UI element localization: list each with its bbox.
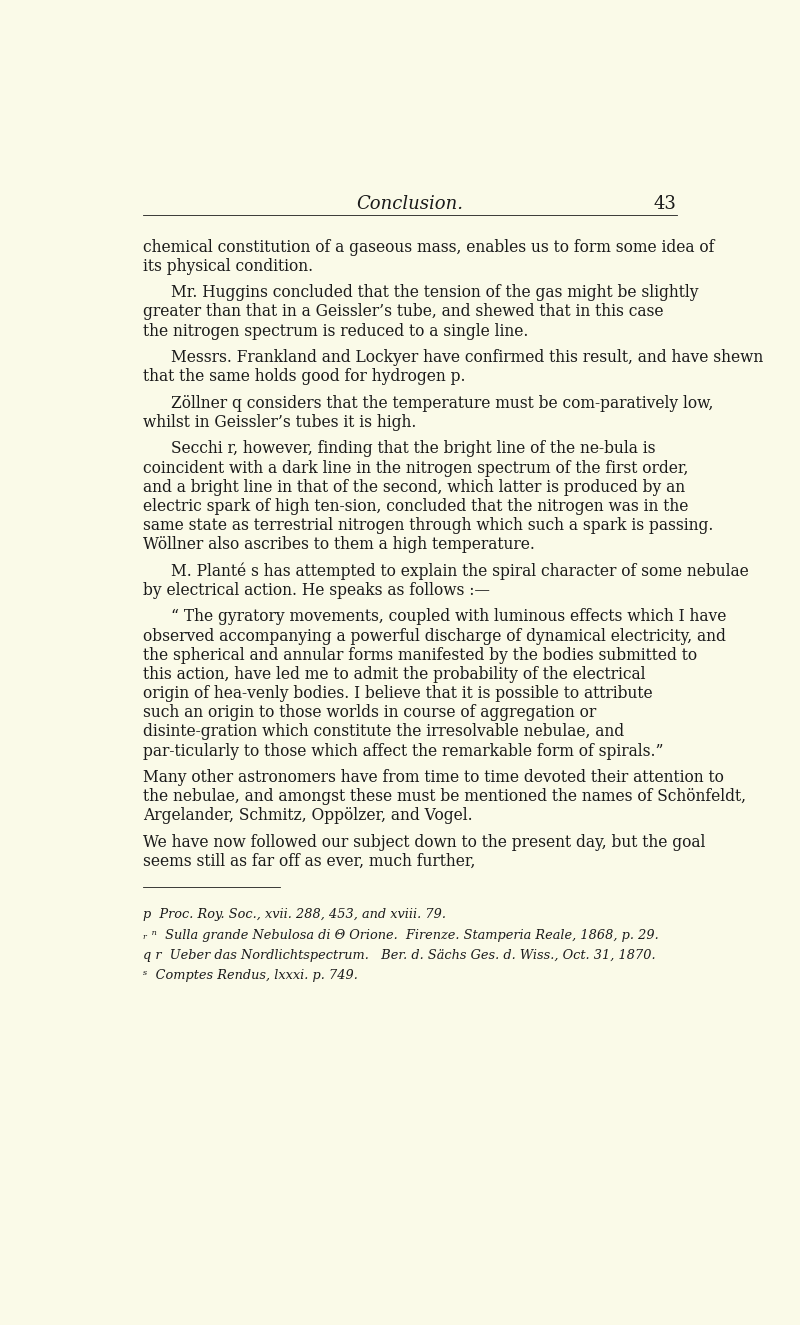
Text: Mr. Huggins concluded that the tension of the gas might be slightly: Mr. Huggins concluded that the tension o… <box>171 285 699 301</box>
Text: and a bright line in that of the second, which latter is produced by an: and a bright line in that of the second,… <box>143 478 686 496</box>
Text: same state as terrestrial nitrogen through which such a spark is passing.: same state as terrestrial nitrogen throu… <box>143 517 714 534</box>
Text: 43: 43 <box>654 195 677 213</box>
Text: Secchi r, however, finding that the bright line of the ne-bula is: Secchi r, however, finding that the brig… <box>171 440 656 457</box>
Text: ᵣ ⁿ  Sulla grande Nebulosa di Θ Orione.  Firenze. Stamperia Reale, 1868, p. 29.: ᵣ ⁿ Sulla grande Nebulosa di Θ Orione. F… <box>143 929 659 942</box>
Text: seems still as far off as ever, much further,: seems still as far off as ever, much fur… <box>143 853 476 871</box>
Text: Messrs. Frankland and Lockyer have confirmed this result, and have shewn: Messrs. Frankland and Lockyer have confi… <box>171 348 763 366</box>
Text: Wöllner also ascribes to them a high temperature.: Wöllner also ascribes to them a high tem… <box>143 537 535 554</box>
Text: the spherical and annular forms manifested by the bodies submitted to: the spherical and annular forms manifest… <box>143 647 698 664</box>
Text: that the same holds good for hydrogen p.: that the same holds good for hydrogen p. <box>143 368 466 386</box>
Text: chemical constitution of a gaseous mass, enables us to form some idea of: chemical constitution of a gaseous mass,… <box>143 238 714 256</box>
Text: “ The gyratory movements, coupled with luminous effects which I have: “ The gyratory movements, coupled with l… <box>171 608 726 625</box>
Text: whilst in Geissler’s tubes it is high.: whilst in Geissler’s tubes it is high. <box>143 413 417 431</box>
Text: ˢ  Comptes Rendus, lxxxi. p. 749.: ˢ Comptes Rendus, lxxxi. p. 749. <box>143 969 358 982</box>
Text: Conclusion.: Conclusion. <box>357 195 463 213</box>
Text: coincident with a dark line in the nitrogen spectrum of the first order,: coincident with a dark line in the nitro… <box>143 460 689 477</box>
Text: such an origin to those worlds in course of aggregation or: such an origin to those worlds in course… <box>143 705 597 721</box>
Text: M. Planté s has attempted to explain the spiral character of some nebulae: M. Planté s has attempted to explain the… <box>171 563 749 580</box>
Text: disinte-gration which constitute the irresolvable nebulae, and: disinte-gration which constitute the irr… <box>143 723 625 741</box>
Text: observed accompanying a powerful discharge of dynamical electricity, and: observed accompanying a powerful dischar… <box>143 628 726 644</box>
Text: electric spark of high ten-sion, concluded that the nitrogen was in the: electric spark of high ten-sion, conclud… <box>143 498 689 515</box>
Text: Many other astronomers have from time to time devoted their attention to: Many other astronomers have from time to… <box>143 768 724 786</box>
Text: p  Proc. Roy. Soc., xvii. 288, 453, and xviii. 79.: p Proc. Roy. Soc., xvii. 288, 453, and x… <box>143 909 446 921</box>
Text: par-ticularly to those which affect the remarkable form of spirals.”: par-ticularly to those which affect the … <box>143 742 664 759</box>
Text: the nebulae, and amongst these must be mentioned the names of Schönfeldt,: the nebulae, and amongst these must be m… <box>143 788 746 806</box>
Text: origin of hea-venly bodies. I believe that it is possible to attribute: origin of hea-venly bodies. I believe th… <box>143 685 653 702</box>
Text: this action, have led me to admit the probability of the electrical: this action, have led me to admit the pr… <box>143 666 646 682</box>
Text: Zöllner q considers that the temperature must be com-paratively low,: Zöllner q considers that the temperature… <box>171 395 714 412</box>
Text: q r  Ueber das Nordlichtspectrum.   Ber. d. Sächs Ges. d. Wiss., Oct. 31, 1870.: q r Ueber das Nordlichtspectrum. Ber. d.… <box>143 949 656 962</box>
Text: by electrical action. He speaks as follows :—: by electrical action. He speaks as follo… <box>143 582 490 599</box>
Text: We have now followed our subject down to the present day, but the goal: We have now followed our subject down to… <box>143 833 706 851</box>
Text: the nitrogen spectrum is reduced to a single line.: the nitrogen spectrum is reduced to a si… <box>143 322 529 339</box>
Text: greater than that in a Geissler’s tube, and shewed that in this case: greater than that in a Geissler’s tube, … <box>143 303 664 321</box>
Text: its physical condition.: its physical condition. <box>143 258 314 274</box>
Text: Argelander, Schmitz, Oppölzer, and Vogel.: Argelander, Schmitz, Oppölzer, and Vogel… <box>143 807 473 824</box>
